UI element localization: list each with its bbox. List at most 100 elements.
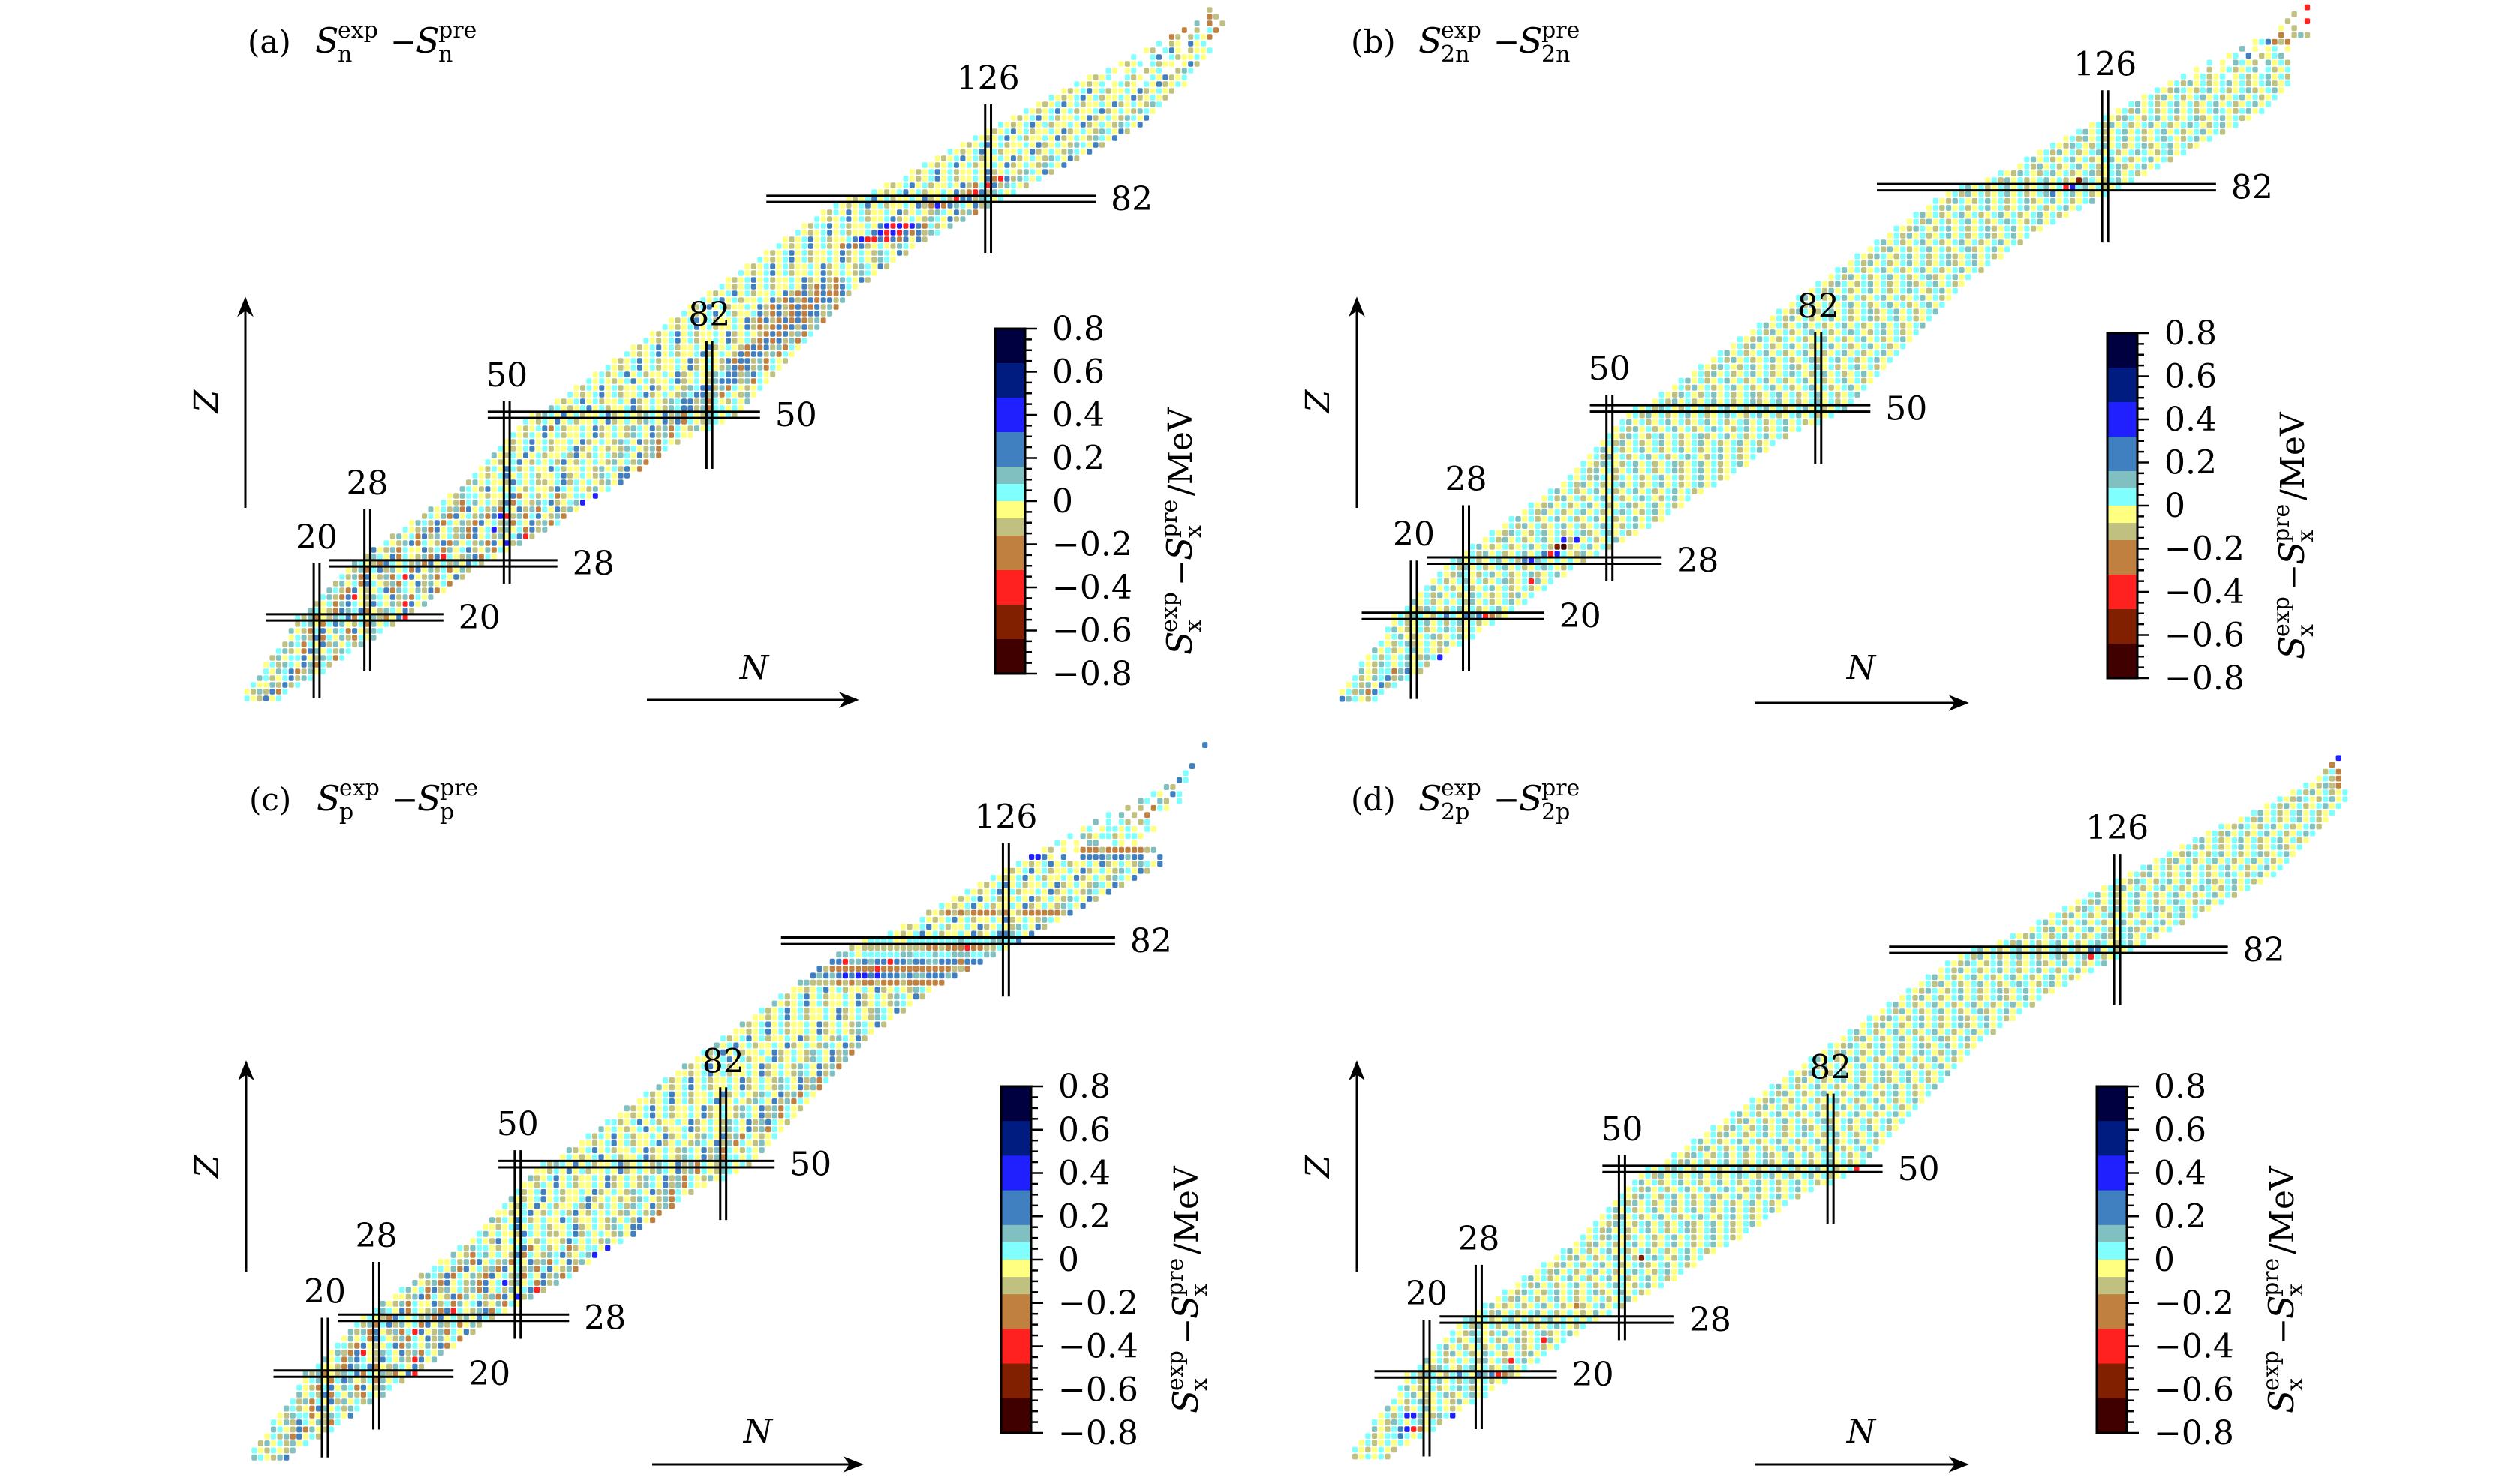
nucleus-cell [1535, 578, 1541, 584]
nucleus-cell [693, 358, 699, 364]
nucleus-cell [890, 216, 896, 222]
nucleus-cell [367, 1314, 373, 1321]
nucleus-cell [396, 587, 402, 593]
nucleus-cell [373, 1335, 380, 1342]
nucleus-cell [1496, 578, 1502, 584]
nucleus-cell [377, 574, 383, 580]
nucleus-cell [1835, 398, 1841, 405]
nucleus-cell [251, 689, 257, 695]
nucleus-cell [624, 419, 630, 425]
colorbar-segment [995, 346, 1025, 364]
nucleus-cell [269, 695, 275, 701]
nucleus-cell [2233, 122, 2239, 128]
colorbar-tick-label: −0.6 [2164, 617, 2245, 655]
nucleus-cell [1042, 162, 1048, 168]
nucleus-cell [1945, 260, 1952, 266]
nucleus-cell [1959, 205, 1965, 211]
nucleus-cell [1030, 122, 1036, 128]
nucleus-cell [1411, 605, 1417, 612]
nucleus-cell [599, 425, 605, 431]
nucleus-cell [1652, 433, 1658, 440]
nucleus-cell [485, 479, 491, 485]
nucleus-cell [2102, 149, 2108, 156]
nucleus-cell [960, 209, 966, 215]
nucleus-cell [1815, 377, 1821, 384]
nucleus-cell [425, 1308, 431, 1314]
nucleus-cell [1692, 392, 1698, 398]
nucleus-cell [630, 405, 636, 411]
nucleus-cell [1632, 454, 1639, 460]
nucleus-cell [2278, 87, 2284, 94]
nucleus-cell [1821, 308, 1828, 315]
nucleus-cell [947, 196, 953, 202]
nucleus-cell [1613, 502, 1619, 509]
nucleus-cell [457, 1245, 463, 1251]
nucleus-cell [347, 1329, 353, 1335]
nucleus-cell [383, 540, 389, 546]
nucleus-cell [687, 365, 693, 371]
nucleus-cell [1874, 356, 1880, 363]
nucleus-cell [763, 338, 769, 344]
nucleus-cell [681, 405, 687, 411]
nucleus-cell [2017, 205, 2023, 211]
nucleus-cell [402, 608, 408, 614]
nucleus-cell [1619, 467, 1625, 474]
nucleus-cell [2174, 80, 2180, 86]
nucleus-cell [309, 1426, 315, 1433]
nucleus-cell [2252, 87, 2258, 94]
nucleus-cell [1561, 495, 1567, 502]
nucleus-cell [1835, 287, 1841, 294]
nucleus-cell [434, 547, 440, 553]
nucleus-cell [1704, 467, 1710, 474]
nucleus-cell [2017, 163, 2023, 170]
nucleus-cell [681, 358, 687, 364]
nucleus-cell [827, 250, 833, 256]
nucleus-cell [1437, 620, 1443, 626]
nucleus-cell [523, 500, 528, 506]
nucleus-cell [592, 378, 598, 384]
nucleus-cell [308, 641, 313, 647]
nucleus-cell [618, 473, 624, 479]
nucleus-cell [795, 263, 801, 269]
title-subscript: n [438, 41, 453, 68]
nucleus-cell [713, 317, 719, 323]
nucleus-cell [380, 1308, 386, 1314]
nucleus-cell [922, 169, 928, 175]
nucleus-cell [1711, 392, 1717, 398]
nucleus-cell [2010, 218, 2017, 225]
nucleus-cell [1776, 343, 1782, 350]
nucleus-cell [833, 230, 839, 236]
nucleus-cell [1074, 155, 1080, 161]
nucleus-cell [504, 439, 510, 445]
nucleus-cell [1131, 81, 1137, 87]
nucleus-cell [377, 614, 383, 620]
nucleus-cell [1841, 295, 1848, 301]
nucleus-cell [1985, 184, 1991, 191]
nucleus-cell [1131, 95, 1137, 101]
nucleus-cell [579, 1238, 585, 1245]
nucleus-cell [612, 473, 618, 479]
nucleus-cell [567, 419, 573, 425]
nucleus-cell [807, 297, 813, 303]
nucleus-cell [916, 209, 922, 215]
nucleus-cell [1593, 502, 1599, 509]
nucleus-cell [1848, 315, 1854, 322]
nucleus-cell [555, 506, 561, 512]
nucleus-cell [1457, 626, 1463, 633]
nucleus-cell [485, 500, 491, 506]
nucleus-cell [991, 149, 997, 155]
nucleus-cell [2213, 94, 2219, 101]
nucleus-cell [399, 1342, 405, 1349]
nucleus-cell [495, 1308, 501, 1314]
nucleus-cell [1600, 454, 1606, 460]
nucleus-cell [1763, 440, 1769, 446]
nucleus-cell [1175, 47, 1181, 53]
nucleus-cell [630, 392, 636, 398]
nucleus-cell [2245, 101, 2251, 107]
nucleus-cell [871, 263, 877, 269]
nucleus-cell [1971, 246, 1977, 253]
nucleus-cell [1737, 454, 1743, 460]
nucleus-cell [1593, 474, 1599, 481]
